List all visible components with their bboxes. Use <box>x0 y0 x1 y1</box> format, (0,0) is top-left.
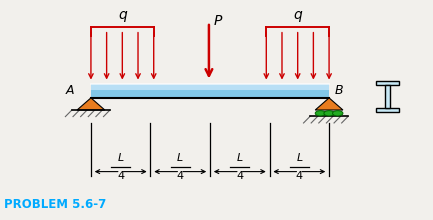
Bar <box>385 85 391 108</box>
Text: 4: 4 <box>117 170 124 180</box>
Circle shape <box>333 111 343 116</box>
Circle shape <box>315 111 326 116</box>
Text: PROBLEM 5.6-7: PROBLEM 5.6-7 <box>4 198 107 211</box>
Text: $L$: $L$ <box>296 151 303 163</box>
Polygon shape <box>77 98 105 110</box>
Bar <box>91 90 329 98</box>
Bar <box>375 81 399 85</box>
Text: q: q <box>293 8 302 22</box>
Bar <box>91 84 329 90</box>
Text: P: P <box>214 14 223 28</box>
Circle shape <box>324 111 334 116</box>
Text: 4: 4 <box>236 170 243 180</box>
Text: 4: 4 <box>177 170 184 180</box>
Text: B: B <box>334 84 343 97</box>
Text: A: A <box>66 84 74 97</box>
Text: $L$: $L$ <box>117 151 124 163</box>
Bar <box>375 108 399 112</box>
Text: 4: 4 <box>296 170 303 180</box>
Text: q: q <box>118 8 127 22</box>
Polygon shape <box>315 98 343 110</box>
Text: $L$: $L$ <box>236 151 243 163</box>
Text: $L$: $L$ <box>177 151 184 163</box>
